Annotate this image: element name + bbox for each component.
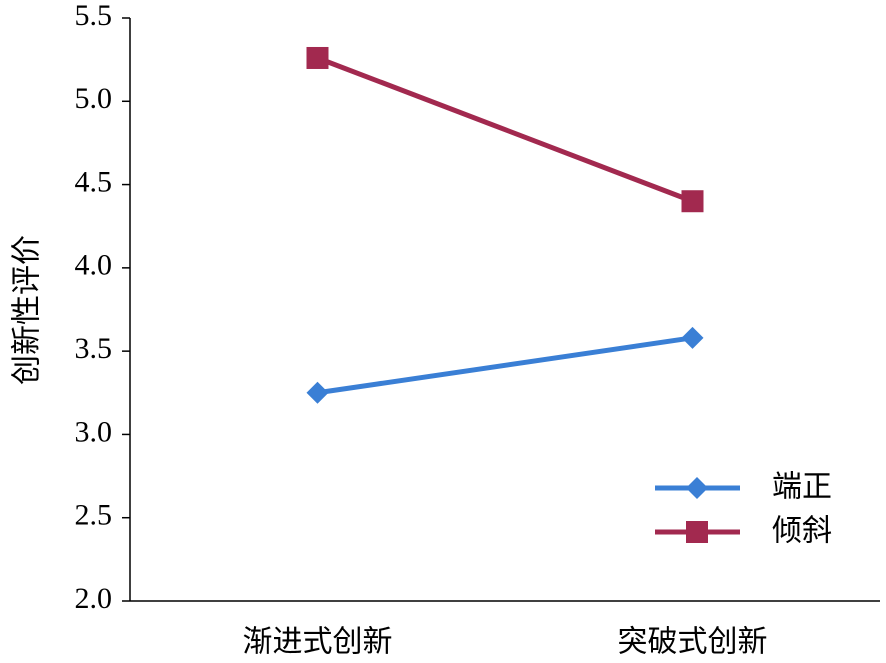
y-tick-label: 4.0 — [75, 249, 113, 282]
data-point — [681, 326, 704, 349]
series-line — [317, 335, 693, 396]
y-tick-label: 3.5 — [75, 332, 113, 365]
x-tick-label: 突破式创新 — [618, 625, 768, 660]
data-point — [306, 381, 329, 404]
legend-label: 端正 — [772, 470, 832, 505]
y-tick-label: 2.0 — [75, 582, 113, 615]
y-tick-label: 2.5 — [75, 499, 113, 532]
y-tick-label: 5.0 — [75, 82, 113, 115]
data-point — [306, 46, 329, 69]
legend-label: 倾斜 — [772, 514, 832, 549]
legend-marker — [686, 477, 708, 499]
legend-marker — [686, 521, 708, 543]
y-tick-label: 5.5 — [75, 0, 113, 32]
data-point — [681, 190, 704, 213]
y-tick-label: 3.0 — [75, 415, 113, 448]
series-line — [316, 55, 694, 204]
x-tick-label: 渐进式创新 — [243, 625, 393, 660]
y-axis-label: 创新性评价 — [10, 235, 45, 385]
y-tick-label: 4.5 — [75, 165, 113, 198]
